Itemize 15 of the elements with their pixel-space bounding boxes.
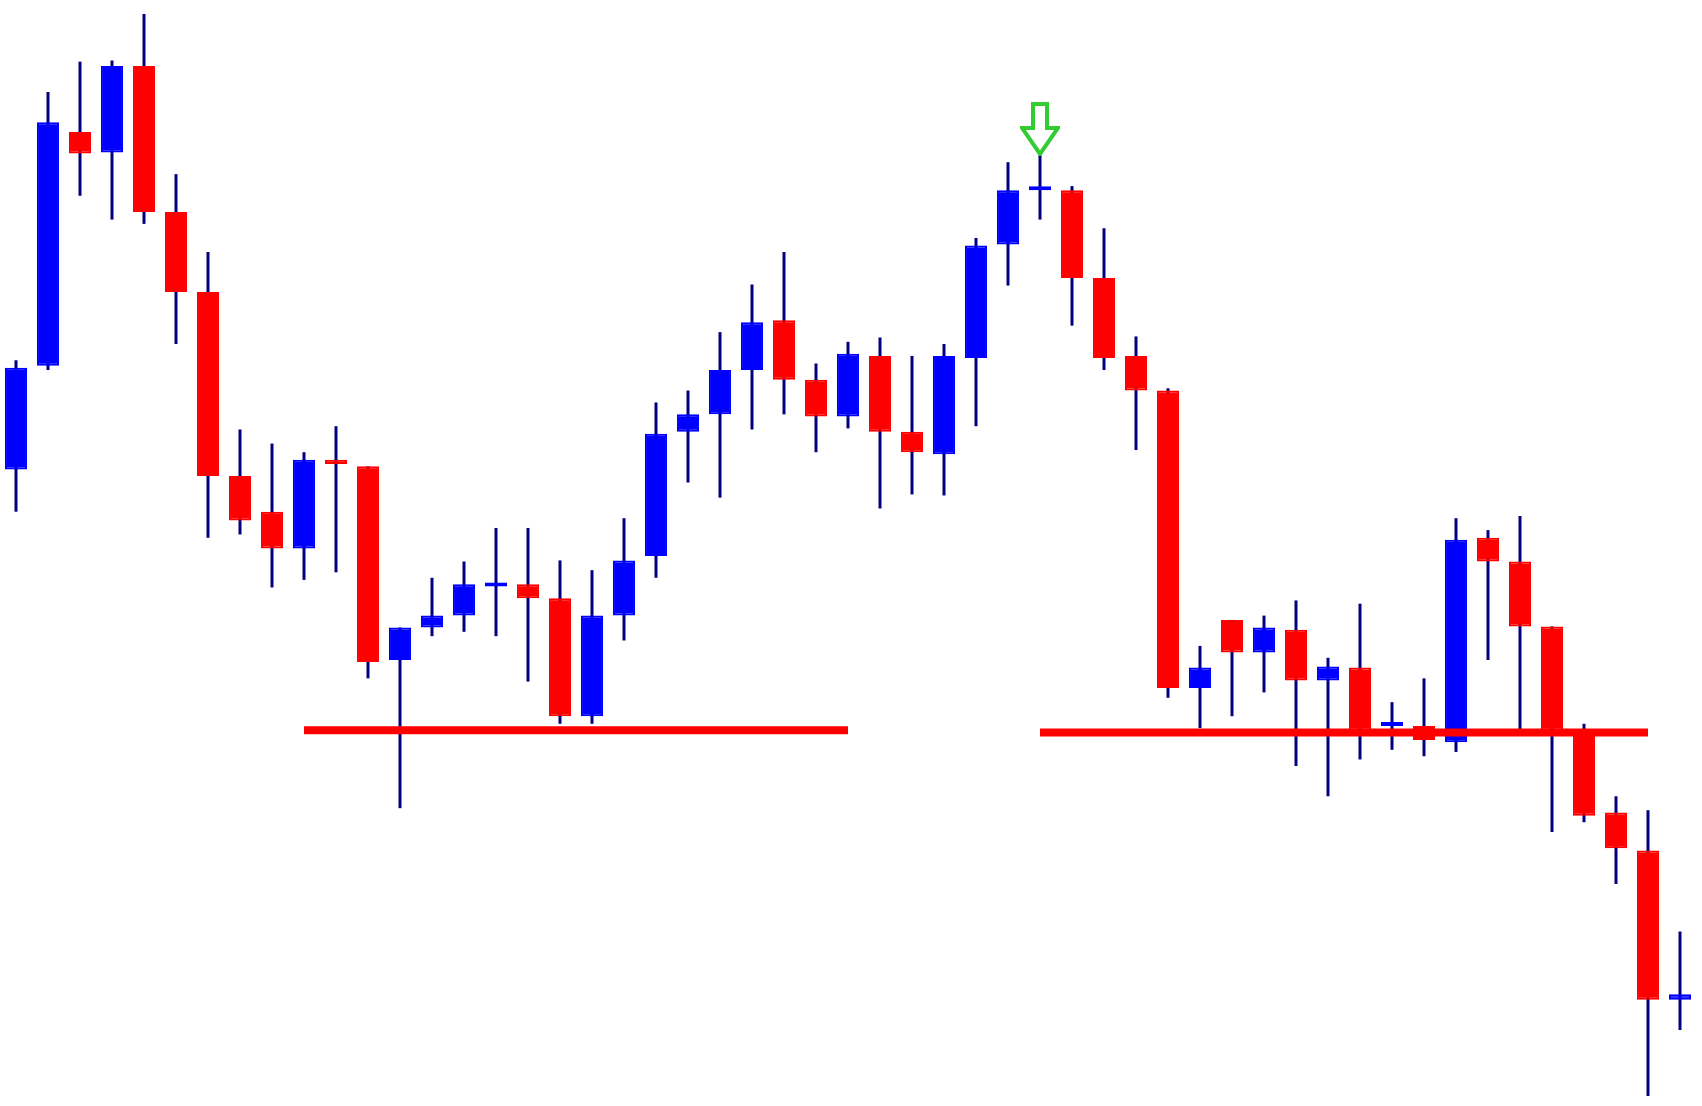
candlestick: [228, 427, 252, 536]
candlestick: [1380, 700, 1404, 752]
candlestick: [68, 60, 92, 198]
candlestick: [1188, 644, 1212, 730]
candlestick: [260, 442, 284, 589]
candlestick: [1252, 614, 1276, 694]
candlestick: [708, 330, 732, 500]
candlestick: [1668, 930, 1692, 1032]
candlestick: [388, 625, 412, 810]
candlestick: [1476, 528, 1500, 662]
candlestick: [740, 283, 764, 431]
candlestick: [1316, 656, 1340, 798]
candlestick: [516, 526, 540, 684]
candlestick: [900, 354, 924, 496]
candlestick: [676, 389, 700, 485]
